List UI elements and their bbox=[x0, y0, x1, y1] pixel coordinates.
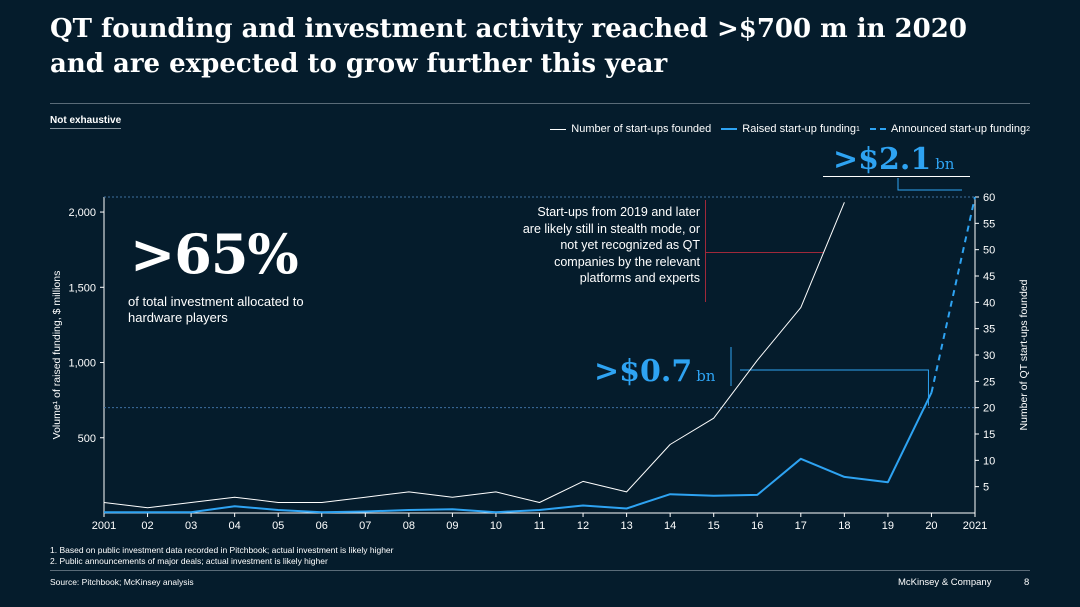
x-tick-label: 15 bbox=[708, 520, 720, 532]
legend-label-founded: Number of start-ups founded bbox=[571, 123, 712, 135]
annotation-2020-unit: bn bbox=[696, 367, 716, 385]
right-tick-label: 60 bbox=[983, 192, 995, 204]
x-tick-label: 06 bbox=[316, 520, 328, 532]
legend-label-announced: Announced start-up funding bbox=[890, 123, 1027, 135]
series-line-solid-blue bbox=[104, 392, 933, 514]
annotation-2021-value: >$2.1 bbox=[833, 142, 932, 177]
right-axis-title: Number of QT start-ups founded bbox=[1018, 279, 1030, 431]
legend-sup-announced: 2 bbox=[1026, 125, 1030, 133]
right-tick-label: 45 bbox=[983, 271, 995, 283]
annotation-2021-underline bbox=[823, 176, 970, 177]
legend-swatch-raised bbox=[721, 128, 738, 130]
title-divider bbox=[50, 103, 1030, 104]
footer-divider bbox=[50, 570, 1030, 571]
x-tick-label: 10 bbox=[490, 520, 502, 532]
annotation-2020-value: >$0.7 bbox=[594, 354, 693, 389]
series-line-dashed-blue bbox=[930, 196, 976, 393]
right-tick-label: 20 bbox=[983, 403, 995, 415]
right-tick-label: 10 bbox=[983, 455, 995, 467]
x-tick-label: 02 bbox=[141, 520, 153, 532]
source-note: Source: Pitchbook; McKinsey analysis bbox=[50, 577, 194, 587]
legend-item-founded: Number of start-ups founded bbox=[550, 123, 711, 135]
annotation-2020-connector bbox=[740, 369, 929, 406]
note-marker-bar bbox=[705, 200, 706, 302]
page-number: 8 bbox=[1024, 577, 1030, 588]
x-tick-label: 19 bbox=[882, 520, 894, 532]
x-tick-label: 04 bbox=[229, 520, 241, 532]
left-tick-label: 2,000 bbox=[68, 207, 96, 219]
annotation-2021-funding: >$2.1 bn bbox=[833, 142, 954, 177]
legend-label-raised: Raised start-up funding bbox=[742, 123, 857, 135]
legend-swatch-announced bbox=[869, 128, 886, 130]
not-exhaustive-tag: Not exhaustive bbox=[50, 115, 122, 129]
footnote-2: 2. Public announcements of major deals; … bbox=[50, 556, 328, 566]
x-tick-label: 12 bbox=[577, 520, 589, 532]
left-tick-label: 1,500 bbox=[68, 282, 96, 294]
x-tick-label: 2001 bbox=[92, 520, 116, 532]
x-tick-label: 16 bbox=[751, 520, 763, 532]
footnote-1: 1. Based on public investment data recor… bbox=[50, 545, 394, 555]
x-tick-label: 03 bbox=[185, 520, 197, 532]
left-tick-label: 1,000 bbox=[68, 358, 96, 370]
x-tick-label: 13 bbox=[620, 520, 632, 532]
chart-legend: Number of start-ups founded Raised start… bbox=[540, 123, 1030, 135]
note-connector-line bbox=[705, 252, 823, 253]
right-tick-label: 30 bbox=[983, 350, 995, 362]
right-tick-label: 5 bbox=[983, 482, 989, 494]
annotation-2021-unit: bn bbox=[935, 155, 955, 173]
left-tick-label: 500 bbox=[78, 433, 96, 445]
x-tick-label: 05 bbox=[272, 520, 284, 532]
left-axis-title: Volume¹ of raised funding, $ millions bbox=[51, 270, 63, 440]
right-tick-label: 25 bbox=[983, 376, 995, 388]
annotation-2021-connector bbox=[897, 178, 962, 191]
x-tick-label: 20 bbox=[925, 520, 937, 532]
right-tick-label: 40 bbox=[983, 297, 995, 309]
legend-item-raised: Raised start-up funding 1 bbox=[721, 123, 860, 135]
x-tick-label: 09 bbox=[446, 520, 458, 532]
x-tick-label: 18 bbox=[838, 520, 850, 532]
page-title: QT founding and investment activity reac… bbox=[50, 14, 967, 79]
legend-item-announced: Announced start-up funding 2 bbox=[869, 123, 1030, 135]
right-tick-label: 15 bbox=[983, 429, 995, 441]
legend-swatch-founded bbox=[550, 128, 567, 130]
x-tick-label: 08 bbox=[403, 520, 415, 532]
legend-sup-raised: 1 bbox=[856, 125, 860, 133]
x-tick-label: 11 bbox=[534, 520, 545, 532]
x-tick-label: 17 bbox=[795, 520, 807, 532]
series-line-solid-white bbox=[103, 202, 845, 509]
right-tick-label: 35 bbox=[983, 324, 995, 336]
right-tick-label: 50 bbox=[983, 245, 995, 257]
x-tick-label: 07 bbox=[359, 520, 371, 532]
stealth-note: Start-ups from 2019 and later are likely… bbox=[522, 205, 700, 285]
right-tick-label: 55 bbox=[983, 218, 995, 230]
x-tick-label: 14 bbox=[664, 520, 676, 532]
annotation-2020-funding: >$0.7 bn bbox=[594, 354, 715, 389]
hardware-share-text: of total investment allocated to hardwar… bbox=[128, 294, 304, 325]
footnotes: 1. Based on public investment data recor… bbox=[50, 545, 394, 567]
brand-name: McKinsey & Company bbox=[898, 577, 992, 588]
x-tick-label: 2021 bbox=[963, 520, 987, 532]
hardware-share-callout: >65% bbox=[130, 222, 299, 286]
